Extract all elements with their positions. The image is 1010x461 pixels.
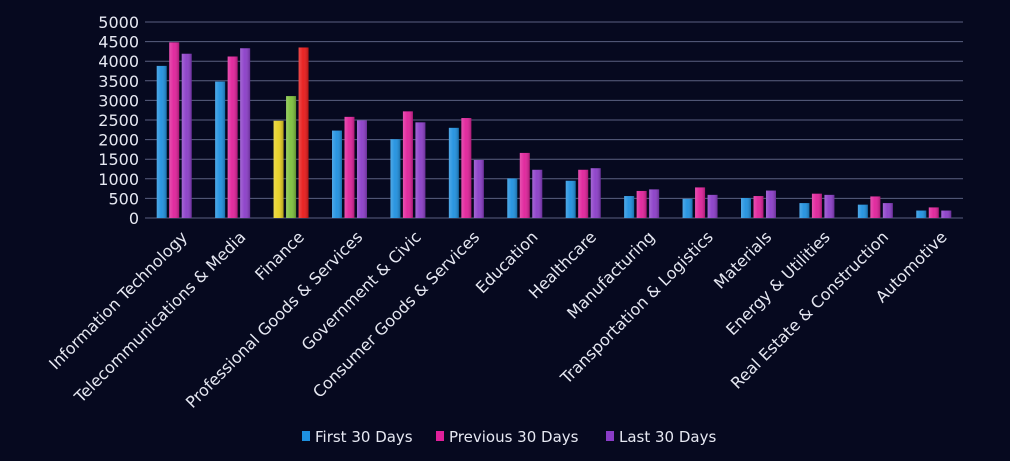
legend-swatch bbox=[302, 431, 310, 441]
bars bbox=[156, 42, 952, 219]
bar-shading bbox=[682, 198, 693, 218]
bar-shading bbox=[882, 203, 893, 218]
bar-shading bbox=[695, 187, 706, 218]
bar-shading bbox=[181, 53, 192, 218]
legend-label: First 30 Days bbox=[315, 428, 413, 446]
legend-label: Last 30 Days bbox=[619, 428, 716, 446]
bar-shading bbox=[415, 122, 426, 218]
y-tick-label: 5000 bbox=[98, 13, 139, 32]
bar-shading bbox=[298, 47, 309, 219]
bar-shading bbox=[578, 169, 589, 218]
legend: First 30 Days Previous 30 Days Last 30 Day… bbox=[302, 428, 716, 446]
bar-shading bbox=[532, 169, 543, 218]
x-axis-labels: Information TechnologyTelecommunications… bbox=[45, 227, 950, 411]
bar-shading bbox=[824, 194, 835, 218]
bar-shading bbox=[215, 81, 226, 218]
bar-shading bbox=[928, 207, 939, 218]
bar-shading bbox=[649, 189, 660, 218]
legend-swatch bbox=[436, 431, 444, 441]
legend-label: Previous 30 Days bbox=[449, 428, 579, 446]
bar-shading bbox=[357, 120, 367, 218]
bar-shading bbox=[707, 194, 718, 218]
bar-shading bbox=[636, 190, 647, 218]
bar-shading bbox=[811, 193, 822, 218]
y-tick-label: 0 bbox=[129, 209, 139, 228]
y-tick-label: 1500 bbox=[98, 150, 139, 169]
bar-shading bbox=[565, 180, 576, 218]
bar-shading bbox=[240, 48, 251, 218]
bar-shading bbox=[473, 159, 484, 218]
bar-shading bbox=[227, 56, 238, 218]
bar-shading bbox=[390, 139, 401, 218]
bar-shading bbox=[169, 42, 180, 218]
bar-shading bbox=[941, 210, 952, 218]
y-tick-label: 4500 bbox=[98, 33, 139, 52]
bar-shading bbox=[519, 152, 530, 218]
bar-shading bbox=[461, 118, 472, 218]
bar-shading bbox=[507, 178, 518, 218]
y-tick-label: 4000 bbox=[98, 52, 139, 71]
gridlines bbox=[145, 21, 963, 219]
bar-shading bbox=[344, 116, 355, 218]
legend-swatch bbox=[606, 431, 614, 441]
bar-shading bbox=[766, 190, 776, 218]
bar-shading bbox=[402, 111, 413, 218]
y-tick-label: 2500 bbox=[98, 111, 139, 130]
x-tick-label: Finance bbox=[251, 227, 308, 284]
bar-shading bbox=[273, 120, 284, 218]
bar-shading bbox=[916, 210, 927, 218]
bar-shading bbox=[753, 196, 764, 218]
y-tick-label: 3000 bbox=[98, 91, 139, 110]
bar-shading bbox=[332, 130, 342, 218]
x-tick-label: Energy & Utilities bbox=[722, 227, 834, 339]
bar-shading bbox=[624, 196, 635, 218]
y-tick-label: 500 bbox=[108, 189, 139, 208]
y-tick-label: 3500 bbox=[98, 72, 139, 91]
bar-shading bbox=[870, 196, 881, 218]
bar-shading bbox=[799, 203, 810, 218]
bar-shading bbox=[286, 96, 297, 218]
bar-shading bbox=[857, 204, 868, 218]
bar-shading bbox=[741, 198, 751, 218]
bar-shading bbox=[448, 127, 459, 218]
bar-shading bbox=[590, 168, 601, 218]
bar-shading bbox=[156, 65, 167, 219]
y-tick-label: 2000 bbox=[98, 131, 139, 150]
y-tick-label: 1000 bbox=[98, 170, 139, 189]
